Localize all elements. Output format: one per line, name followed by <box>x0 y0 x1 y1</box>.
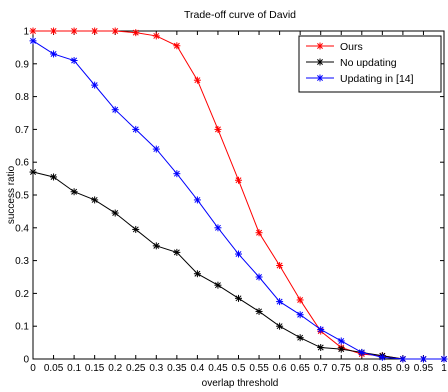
x-tick-label: 0.85 <box>373 363 393 374</box>
point-ours <box>214 125 222 133</box>
x-tick-label: 0.7 <box>314 363 328 374</box>
point-no-updating <box>111 209 119 217</box>
point-updating-in-14 <box>337 337 345 345</box>
point-updating-in-14 <box>440 355 448 363</box>
point-updating-in-14 <box>70 57 78 65</box>
legend-marker-ours <box>316 42 324 50</box>
y-tick-label: 0.2 <box>15 289 29 300</box>
point-ours <box>50 27 58 35</box>
x-tick-label: 0.8 <box>355 363 369 374</box>
x-tick-label: 0 <box>30 363 36 374</box>
point-ours <box>296 296 304 304</box>
point-updating-in-14 <box>296 311 304 319</box>
point-no-updating <box>337 345 345 353</box>
point-updating-in-14 <box>173 170 181 178</box>
point-updating-in-14 <box>235 250 242 258</box>
point-ours <box>29 27 37 35</box>
x-tick-label: 0.15 <box>85 363 105 374</box>
x-tick-label: 0.05 <box>44 363 64 374</box>
point-updating-in-14 <box>152 145 160 153</box>
point-updating-in-14 <box>378 353 386 361</box>
y-tick-label: 0.9 <box>15 59 29 70</box>
x-tick-label: 0.2 <box>108 363 122 374</box>
point-no-updating <box>317 344 325 352</box>
y-tick-label: 0.5 <box>15 191 29 202</box>
y-axis-label: success ratio <box>6 165 17 224</box>
point-no-updating <box>255 307 263 315</box>
point-no-updating <box>152 242 160 250</box>
y-tick-label: 0.1 <box>15 322 29 333</box>
legend-marker-updating-in-14 <box>316 74 324 82</box>
point-no-updating <box>173 248 181 256</box>
x-tick-label: 0.75 <box>332 363 352 374</box>
point-ours <box>91 27 99 35</box>
x-tick-label: 0.65 <box>290 363 310 374</box>
point-updating-in-14 <box>255 273 263 281</box>
point-updating-in-14 <box>419 355 427 363</box>
x-axis-label: overlap threshold <box>202 378 279 389</box>
y-tick-label: 0.8 <box>15 92 29 103</box>
x-tick-label: 0.4 <box>190 363 204 374</box>
point-no-updating <box>276 322 284 330</box>
point-ours <box>152 32 160 40</box>
x-tick-label: 0.45 <box>208 363 228 374</box>
point-no-updating <box>235 294 242 302</box>
x-tick-label: 0.1 <box>67 363 81 374</box>
point-updating-in-14 <box>193 196 201 204</box>
x-tick-label: 0.5 <box>232 363 246 374</box>
y-tick-label: 0.7 <box>15 125 29 136</box>
point-updating-in-14 <box>399 355 407 363</box>
point-updating-in-14 <box>50 50 58 58</box>
y-tick-label: 1 <box>23 27 29 38</box>
y-tick-label: 0 <box>23 355 29 366</box>
x-tick-label: 0.95 <box>414 363 434 374</box>
point-ours <box>235 176 242 184</box>
legend-label-updating-in-14: Updating in [14] <box>340 73 414 85</box>
legend-label-no-updating: No updating <box>340 57 397 69</box>
chart-title: Trade-off curve of David <box>184 9 296 21</box>
point-no-updating <box>70 188 78 196</box>
point-updating-in-14 <box>29 37 37 45</box>
point-no-updating <box>29 168 37 176</box>
x-tick-label: 0.25 <box>126 363 146 374</box>
legend-label-ours: Ours <box>340 41 363 53</box>
point-no-updating <box>132 225 140 233</box>
point-updating-in-14 <box>111 106 119 114</box>
point-updating-in-14 <box>214 224 222 232</box>
x-tick-label: 0.55 <box>249 363 269 374</box>
point-no-updating <box>91 196 99 204</box>
x-tick-label: 0.6 <box>273 363 287 374</box>
point-updating-in-14 <box>276 298 284 306</box>
point-ours <box>255 229 263 237</box>
y-tick-label: 0.6 <box>15 158 29 169</box>
point-no-updating <box>214 281 222 289</box>
y-tick-label: 0.4 <box>15 223 29 234</box>
legend: Ours No updating Updating in [14] <box>298 35 442 93</box>
y-tick-label: 0.3 <box>15 256 29 267</box>
x-tick-label: 0.3 <box>149 363 163 374</box>
point-no-updating <box>193 270 201 278</box>
point-ours <box>70 27 78 35</box>
point-updating-in-14 <box>91 81 99 89</box>
point-updating-in-14 <box>132 125 140 133</box>
point-ours <box>173 42 181 50</box>
point-updating-in-14 <box>358 348 366 356</box>
x-tick-label: 0.35 <box>167 363 187 374</box>
point-updating-in-14 <box>317 325 325 333</box>
point-no-updating <box>296 334 304 342</box>
point-ours <box>132 29 140 37</box>
legend-marker-no-updating <box>316 58 324 66</box>
axis-ticks: 0 0.05 0.1 0.15 0.2 0.25 0.3 0.35 0.4 0.45 0.5 0.55… <box>15 27 447 375</box>
point-ours <box>276 262 284 270</box>
point-no-updating <box>50 173 58 181</box>
x-tick-label: 1 <box>441 363 447 374</box>
point-ours <box>111 27 119 35</box>
series-layer <box>29 27 448 363</box>
point-ours <box>193 76 201 84</box>
x-tick-label: 0.9 <box>396 363 410 374</box>
